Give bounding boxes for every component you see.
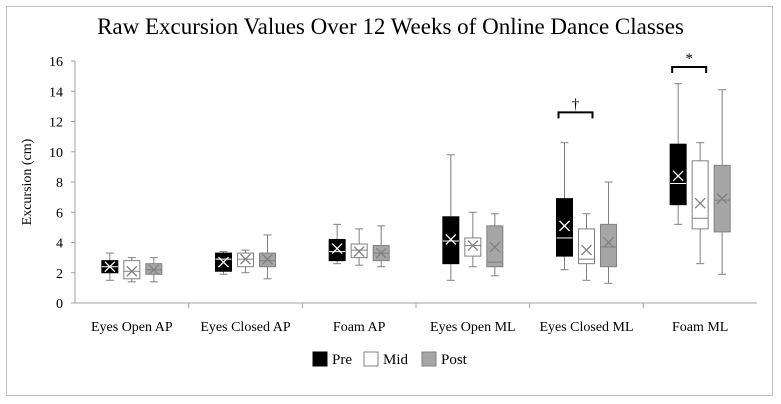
box-pre-3 <box>442 154 460 281</box>
mean-marker <box>375 247 387 259</box>
box-pre-5 <box>669 83 687 225</box>
mean-marker <box>694 197 706 209</box>
mean-marker <box>672 170 684 182</box>
legend-label-post: Post <box>441 352 468 368</box>
mean-marker <box>240 253 251 265</box>
box-post-0 <box>145 257 163 283</box>
significance-bracket <box>557 111 594 119</box>
box-iqr <box>600 223 617 268</box>
x-category-label: Eyes Open ML <box>430 320 516 335</box>
mean-marker <box>581 244 592 256</box>
box-mid-5 <box>691 142 709 265</box>
box-iqr <box>556 198 573 257</box>
box-mid-0 <box>123 257 141 283</box>
mean-marker <box>218 256 229 268</box>
y-tick-label: 14 <box>49 85 63 100</box>
box-iqr <box>669 143 687 206</box>
box-iqr <box>691 160 709 230</box>
x-category-label: Eyes Closed ML <box>539 320 633 335</box>
legend-label-mid: Mid <box>383 352 409 368</box>
legend-swatch-mid <box>363 351 379 367</box>
box-mid-2 <box>350 228 368 266</box>
mean-marker <box>262 253 273 265</box>
y-tick-label: 6 <box>56 206 63 221</box>
box-iqr <box>328 238 346 262</box>
mean-marker <box>467 240 479 251</box>
mean-marker <box>353 246 365 258</box>
y-tick-label: 10 <box>49 146 63 161</box>
box-pre-2 <box>328 223 346 265</box>
box-post-1 <box>259 234 276 280</box>
legend-swatch-post <box>421 351 437 367</box>
legend-swatch-pre <box>312 351 328 367</box>
y-tick-label: 8 <box>56 176 63 191</box>
y-tick-label: 16 <box>49 55 63 70</box>
significance-marker: * <box>685 51 693 67</box>
box-mid-4 <box>578 213 595 281</box>
box-iqr <box>578 228 595 265</box>
mean-marker <box>559 220 570 232</box>
mean-marker <box>148 264 160 276</box>
mean-marker <box>104 261 116 273</box>
box-post-4 <box>600 181 617 284</box>
box-pre-4 <box>556 142 573 271</box>
mean-marker <box>716 193 728 205</box>
y-axis-label: Excursion (cm) <box>20 138 35 225</box>
chart-frame <box>6 6 773 396</box>
y-tick-label: 0 <box>56 297 63 312</box>
x-category-label: Eyes Closed AP <box>200 320 290 335</box>
x-category-label: Foam ML <box>672 320 728 335</box>
mean-marker <box>126 265 138 277</box>
y-tick-label: 4 <box>56 237 63 252</box>
box-iqr <box>123 260 141 280</box>
y-tick-label: 12 <box>49 116 63 131</box>
mean-marker <box>331 243 343 255</box>
x-category-label: Eyes Open AP <box>91 320 173 335</box>
significance-marker: † <box>572 96 580 112</box>
y-tick-label: 2 <box>56 267 63 282</box>
box-pre-0 <box>101 252 119 281</box>
x-category-label: Foam AP <box>333 320 386 335</box>
mean-marker <box>445 234 457 245</box>
mean-marker <box>603 237 614 248</box>
chart-title: Raw Excursion Values Over 12 Weeks of On… <box>97 14 684 39</box>
box-post-5 <box>713 89 731 275</box>
box-post-3 <box>486 213 504 277</box>
box-post-2 <box>372 225 390 268</box>
legend-label-pre: Pre <box>332 352 352 368</box>
box-iqr <box>464 237 482 257</box>
box-mid-1 <box>237 249 254 274</box>
significance-bracket <box>671 66 708 74</box>
mean-marker <box>489 241 501 253</box>
box-mid-3 <box>464 211 482 268</box>
box-pre-1 <box>215 251 232 275</box>
